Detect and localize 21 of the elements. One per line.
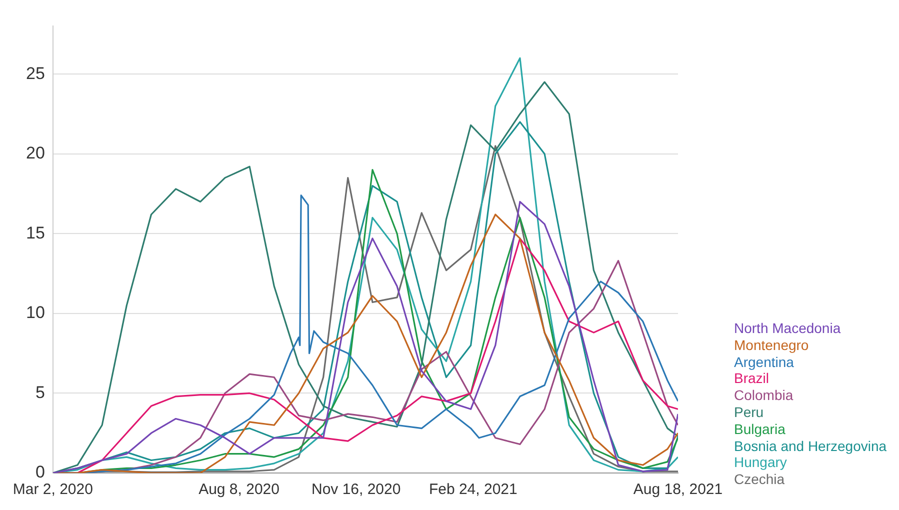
text: Czechia (734, 471, 786, 488)
text: Brazil (734, 370, 770, 388)
y-tick-label: 20 (26, 144, 45, 163)
x-tick-label: Feb 24, 2021 (428, 481, 518, 498)
text: North Macedonia (734, 320, 842, 337)
text: Colombia (734, 387, 794, 404)
text: Montenegro (734, 336, 810, 354)
x-tick-label: Mar 2, 2020 (12, 481, 93, 498)
text: Peru (734, 404, 765, 421)
x-tick-label: Aug 8, 2020 (198, 481, 280, 498)
y-tick-label: 25 (26, 64, 45, 83)
x-tick-label: Aug 18, 2021 (633, 481, 723, 498)
y-tick-label: 0 (35, 462, 45, 482)
text: Argentina (734, 354, 795, 370)
y-tick-label: 10 (26, 303, 45, 322)
y-tick-label: 15 (26, 223, 45, 242)
text: Hungary (734, 454, 788, 472)
text: Bosnia and Herzegovina (734, 438, 887, 454)
x-tick-label: Nov 16, 2020 (311, 481, 401, 498)
y-tick-label: 5 (35, 382, 45, 402)
text: Bulgaria (734, 420, 786, 438)
